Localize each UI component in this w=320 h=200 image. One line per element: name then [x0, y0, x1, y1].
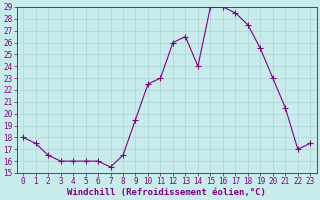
- X-axis label: Windchill (Refroidissement éolien,°C): Windchill (Refroidissement éolien,°C): [67, 188, 266, 197]
